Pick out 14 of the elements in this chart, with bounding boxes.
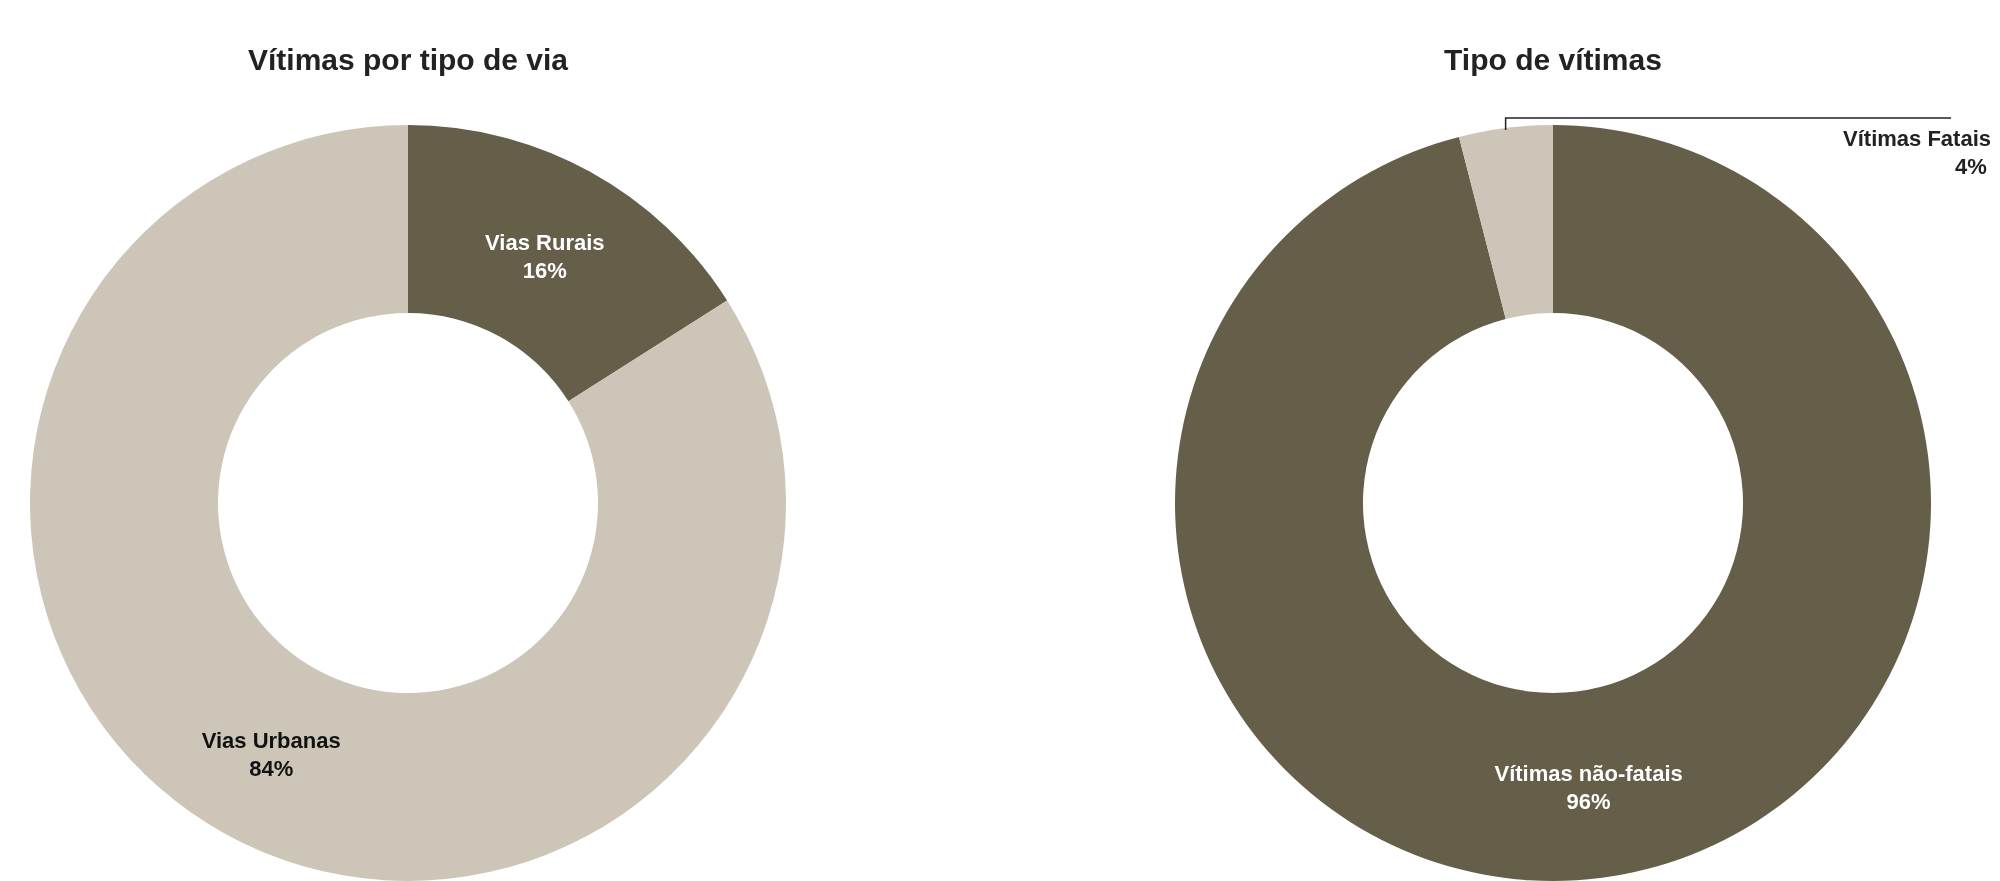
data-label: 96% (1566, 788, 1611, 814)
donut-slice (408, 125, 728, 402)
slice-label: Vítimas Fatais (1843, 125, 1991, 151)
slice-label: Vítimas não-fatais (1494, 760, 1683, 786)
chart-title: Vítimas por tipo de via (247, 43, 569, 76)
chart-title: Tipo de vítimas (1444, 43, 1662, 76)
data-label: 84% (249, 755, 294, 781)
slice-label: Vias Rurais (485, 230, 605, 256)
data-label: 16% (522, 258, 567, 284)
data-label: 4% (1955, 153, 1987, 179)
donut-slice (30, 125, 786, 881)
donut-slice (1459, 125, 1553, 319)
donut-slice (1175, 125, 1931, 881)
slice-label: Vias Urbanas (201, 727, 341, 753)
